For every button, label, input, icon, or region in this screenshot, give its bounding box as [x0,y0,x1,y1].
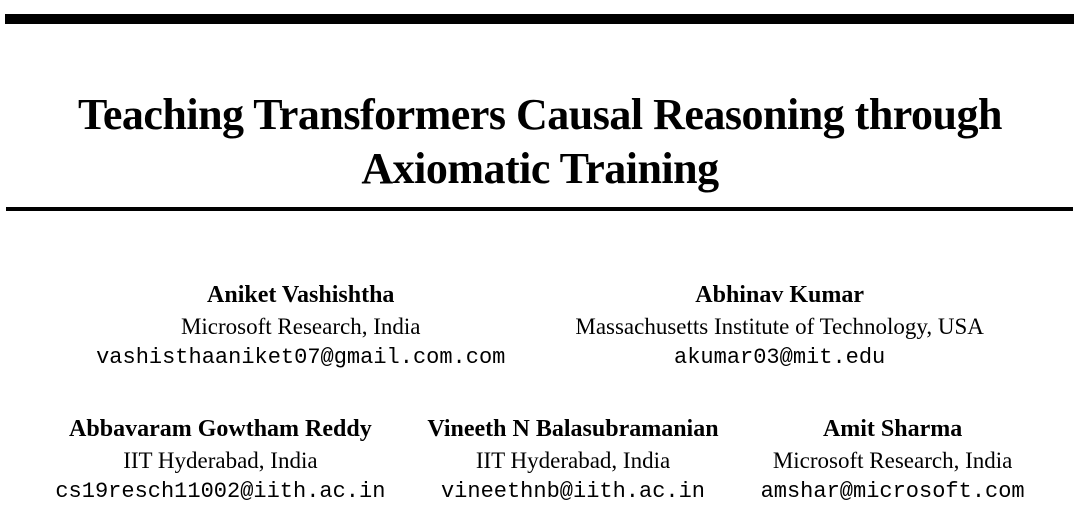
paper-title: Teaching Transformers Causal Reasoning t… [0,88,1080,196]
author-name: Amit Sharma [822,416,963,442]
author-affiliation: Massachusetts Institute of Technology, U… [575,314,984,339]
author-affiliation: IIT Hyderabad, India [475,448,671,473]
author-name: Vineeth N Balasubramanian [427,416,719,442]
author-block-abbavaram-gowtham-reddy: Abbavaram Gowtham Reddy IIT Hyderabad, I… [55,414,385,507]
author-email: vineethnb@iith.ac.in [440,479,706,504]
author-block-amit-sharma: Amit Sharma Microsoft Research, India am… [761,414,1025,507]
paper-title-line-2: Axiomatic Training [361,144,719,194]
authors-row-1: Aniket Vashishtha Microsoft Research, In… [0,280,1080,373]
title-separator-rule [6,207,1073,211]
author-affiliation: IIT Hyderabad, India [123,448,318,473]
author-block-vineeth-n-balasubramanian: Vineeth N Balasubramanian IIT Hyderabad,… [427,414,718,507]
author-block-abhinav-kumar: Abhinav Kumar Massachusetts Institute of… [575,280,984,373]
authors-row-2: Abbavaram Gowtham Reddy IIT Hyderabad, I… [0,414,1080,507]
paper-title-line-1: Teaching Transformers Causal Reasoning t… [78,90,1002,140]
author-email: cs19resch11002@iith.ac.in [55,479,386,504]
author-name: Abhinav Kumar [695,282,864,308]
author-name: Abbavaram Gowtham Reddy [69,416,372,442]
author-affiliation: Microsoft Research, India [180,314,421,339]
author-name: Aniket Vashishtha [207,282,395,308]
author-block-aniket-vashishtha: Aniket Vashishtha Microsoft Research, In… [96,280,505,373]
top-rule [5,14,1074,24]
author-email: akumar03@mit.edu [674,345,886,370]
author-affiliation: Microsoft Research, India [772,448,1013,473]
author-email: amshar@microsoft.com [760,479,1025,504]
author-email: vashisthaaniket07@gmail.com.com [96,345,506,370]
